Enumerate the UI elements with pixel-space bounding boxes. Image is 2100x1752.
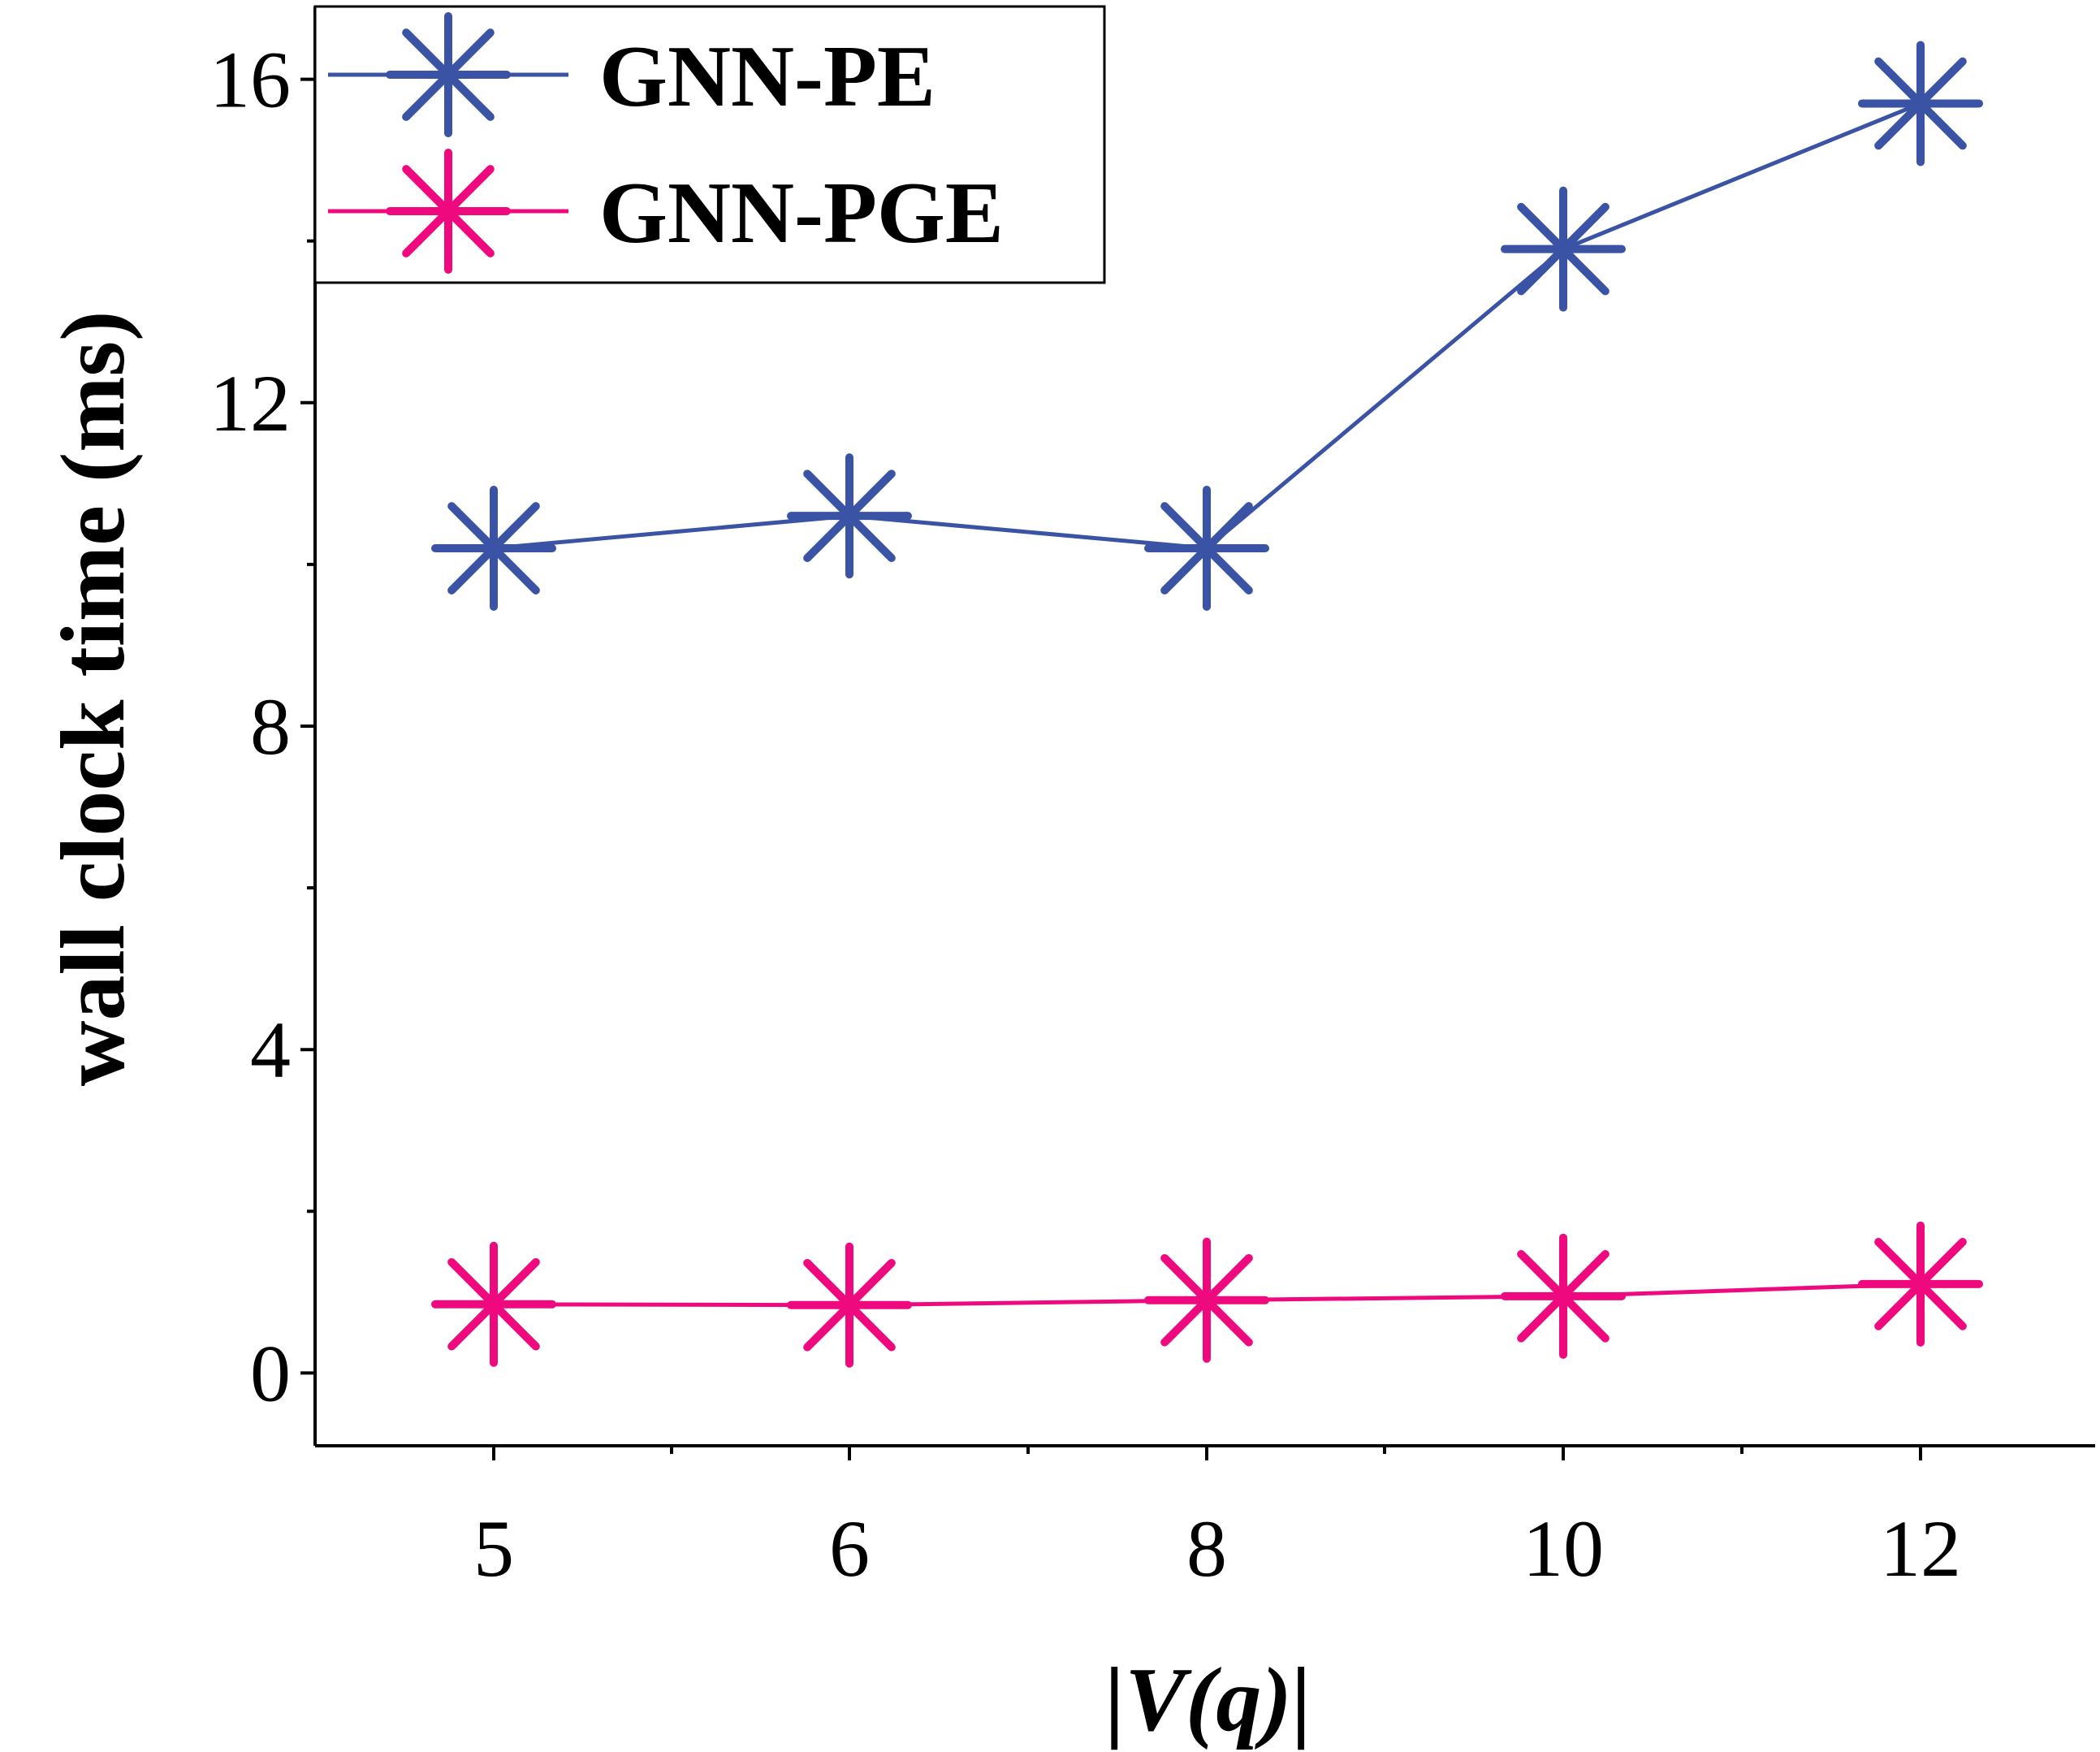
legend-marker [386, 149, 511, 274]
x-tick-label: 8 [1186, 1503, 1227, 1594]
marker-stroke [1874, 1238, 1967, 1330]
series [431, 41, 1983, 1368]
data-point-gnn-pe [431, 485, 556, 611]
y-tick-label: 16 [210, 35, 291, 125]
data-point-gnn-pge [431, 1241, 556, 1367]
marker-stroke [402, 165, 495, 257]
marker-stroke [1517, 202, 1610, 296]
data-point-gnn-pge [787, 1242, 912, 1368]
marker-stroke [1160, 502, 1253, 595]
marker-stroke [1517, 1249, 1610, 1343]
y-axis-title: wall clock time (ms) [43, 311, 144, 1087]
marker-stroke [402, 28, 495, 121]
marker-stroke [803, 1258, 896, 1352]
legend: GNN-PE GNN-PGE [313, 5, 1106, 284]
y-tick-label: 12 [210, 358, 291, 448]
y-tick-label: 4 [250, 1005, 291, 1095]
x-tick-label: 5 [473, 1503, 514, 1594]
legend-label: GNN-PGE [599, 165, 1004, 262]
data-point-gnn-pge [1501, 1233, 1626, 1359]
data-point-gnn-pge [1858, 1221, 1983, 1347]
data-point-gnn-pe [787, 453, 912, 579]
marker-stroke [1874, 57, 1967, 150]
marker-stroke [1160, 1253, 1253, 1347]
y-tick-label: 8 [250, 681, 291, 772]
x-tick-label: 12 [1880, 1503, 1961, 1594]
data-point-gnn-pe [1144, 485, 1269, 611]
marker-stroke [447, 1257, 540, 1351]
axes: 0 4 8 12 16 5 6 8 10 12 [210, 6, 2095, 1594]
data-point-gnn-pge [1144, 1237, 1269, 1363]
x-tick-label: 6 [829, 1503, 870, 1594]
legend-marker [386, 12, 511, 137]
data-point-gnn-pe [1501, 186, 1626, 312]
legend-label: GNN-PE [599, 28, 935, 125]
y-tick-label: 0 [250, 1328, 291, 1418]
x-axis-title: |V(q)| [1105, 1650, 1312, 1750]
data-point-gnn-pe [1858, 41, 1983, 167]
x-tick-label: 10 [1523, 1503, 1604, 1594]
marker-stroke [803, 469, 896, 563]
marker-stroke [447, 502, 540, 595]
